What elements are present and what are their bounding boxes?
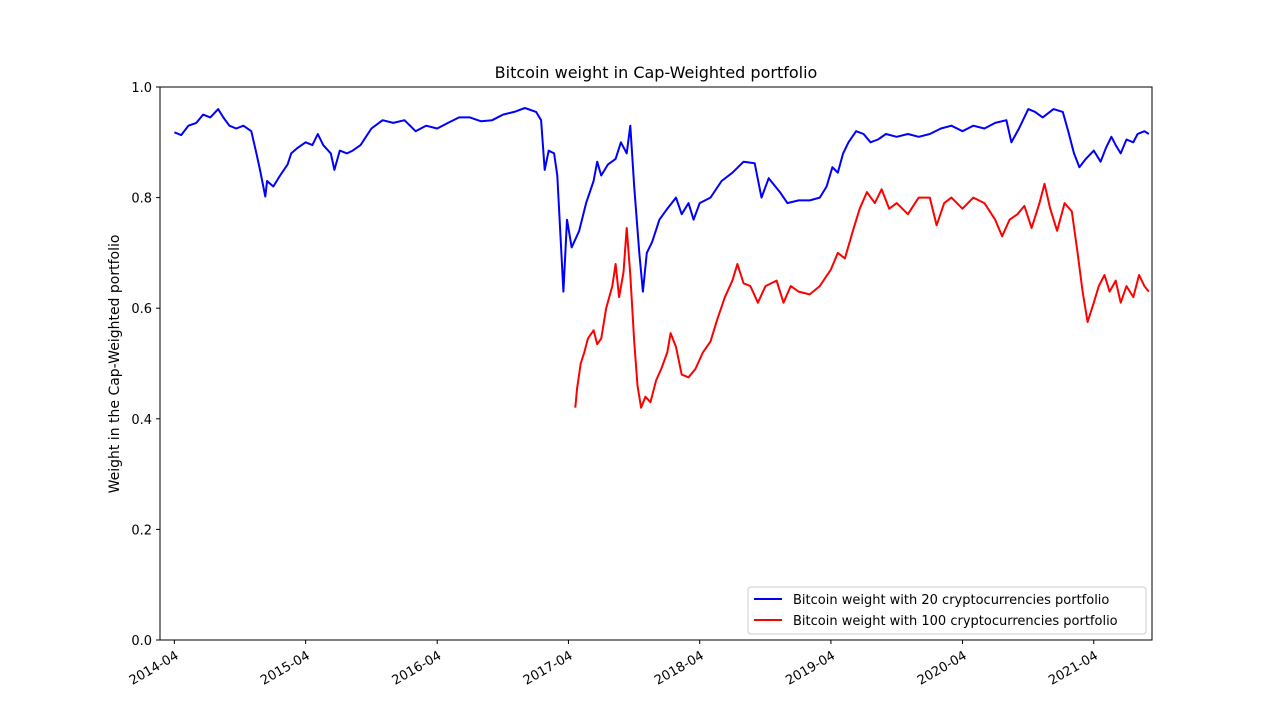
- x-tick-label: 2017-04: [521, 648, 576, 688]
- y-axis: 0.0 0.2 0.4 0.6 0.8 1.0: [131, 81, 160, 649]
- y-tick-label: 0.0: [131, 634, 152, 649]
- x-tick-label: 2014-04: [127, 648, 182, 688]
- legend-box: [747, 586, 1147, 635]
- x-tick-label: 2020-04: [915, 648, 970, 688]
- chart-title: Bitcoin weight in Cap-Weighted portfolio: [495, 63, 818, 82]
- plot-area: [174, 107, 1150, 409]
- legend-label: Bitcoin weight with 100 cryptocurrencies…: [793, 614, 1118, 629]
- y-tick-label: 0.4: [131, 413, 152, 428]
- y-tick-label: 0.2: [131, 523, 152, 538]
- y-tick-label: 0.6: [131, 302, 152, 317]
- x-tick-label: 2016-04: [390, 648, 445, 688]
- x-tick-label: 2015-04: [258, 648, 313, 688]
- x-axis: 2014-04 2015-04 2016-04 2017-04 2018-04 2019-…: [127, 640, 1101, 689]
- y-tick-label: 1.0: [131, 81, 152, 96]
- legend-label: Bitcoin weight with 20 cryptocurrencies …: [793, 593, 1109, 608]
- series-line-2: [574, 182, 1150, 409]
- plot-frame: [159, 86, 1153, 641]
- x-tick-label: 2018-04: [652, 648, 707, 688]
- series-line-1: [174, 107, 1150, 293]
- legend: Bitcoin weight with 20 cryptocurrencies …: [747, 586, 1147, 635]
- y-axis-label: Weight in the Cap-Weighted portfolio: [107, 235, 123, 494]
- y-tick-label: 0.8: [131, 192, 152, 207]
- x-tick-label: 2021-04: [1046, 648, 1101, 688]
- x-tick-label: 2019-04: [783, 648, 838, 688]
